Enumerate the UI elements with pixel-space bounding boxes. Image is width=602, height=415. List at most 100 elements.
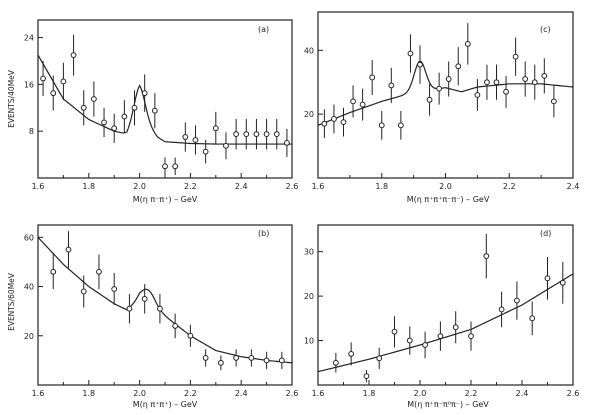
data-point	[452, 324, 459, 331]
data-point	[273, 131, 280, 138]
data-point	[141, 295, 148, 302]
data-point	[498, 306, 505, 313]
data-point	[455, 63, 462, 70]
panel-c-ticks: 1.6 1.8 2.0 2.2 2.4 20 40	[304, 46, 580, 191]
data-point	[50, 90, 57, 97]
data-point	[182, 134, 189, 140]
data-point	[426, 96, 433, 103]
data-point	[359, 101, 366, 108]
data-point	[80, 104, 87, 111]
data-point	[407, 50, 414, 57]
data-point	[544, 275, 551, 282]
data-point	[162, 163, 168, 170]
panel-b-ylabel: EVENTS/60MeV	[7, 272, 16, 331]
x-tick-label: 1.8	[82, 389, 95, 398]
data-point	[192, 137, 199, 143]
data-point	[223, 142, 229, 149]
data-point	[464, 41, 471, 47]
data-point	[202, 148, 209, 155]
data-point	[121, 113, 128, 120]
data-point	[484, 79, 490, 86]
x-tick-label: 2.2	[465, 389, 478, 398]
data-point	[70, 52, 77, 59]
y-tick-label: 20	[24, 332, 34, 341]
panel-a-xlabel: M(η π⁻π⁺) – GeV	[133, 195, 198, 204]
x-tick-label: 2.0	[439, 182, 452, 191]
data-point	[493, 79, 500, 86]
data-point	[233, 355, 240, 361]
panel-d-frame	[317, 224, 574, 386]
panel-b-ticks: 1.6 1.8 2.0 2.2 2.4 2.6 20 40 60	[24, 233, 299, 398]
x-tick-label: 1.6	[312, 389, 325, 398]
panel-d-ticks: 1.6 1.8 2.0 2.2 2.4 2.6 10 20 30	[304, 248, 580, 398]
y-tick-label: 40	[24, 283, 34, 292]
data-point	[187, 332, 194, 339]
x-tick-label: 2.0	[133, 389, 146, 398]
data-point	[391, 328, 398, 335]
data-point	[90, 96, 97, 102]
x-tick-label: 1.6	[32, 182, 45, 191]
data-point	[131, 104, 138, 111]
x-tick-label: 2.4	[235, 389, 248, 398]
panel-d: (d) M(η π⁺π⁻π⁰π⁻) – GeV 1.6 1.8 2.0 2.2 2.4 2…	[304, 224, 580, 409]
data-point	[111, 286, 118, 292]
y-tick-label: 60	[24, 233, 34, 242]
x-tick-label: 1.8	[363, 389, 376, 398]
panel-d-fit-curve	[317, 273, 574, 373]
data-point	[531, 79, 538, 86]
panel-c: (c) M(η π⁺π⁺π⁻π⁻) – GeV 1.6 1.8 2.0 2.2 2.4 2…	[304, 11, 580, 204]
x-tick-label: 2.2	[503, 182, 516, 191]
x-tick-label: 1.6	[312, 182, 325, 191]
data-point	[559, 279, 566, 286]
data-point	[263, 131, 270, 138]
y-tick-label: 8	[29, 127, 34, 136]
x-tick-label: 2.0	[133, 182, 146, 191]
x-tick-label: 1.8	[375, 182, 388, 191]
x-tick-label: 2.6	[286, 182, 299, 191]
panel-c-xlabel: M(η π⁺π⁺π⁻π⁻) – GeV	[407, 195, 490, 204]
data-point	[284, 139, 290, 146]
panel-a: (a) EVENTS/40MeV M(η π⁻π⁺) – GeV 1.6 1.8 2…	[7, 19, 299, 204]
panel-d-label: (d)	[540, 229, 551, 238]
data-point	[417, 61, 423, 68]
data-point	[65, 246, 72, 253]
data-point	[397, 122, 404, 129]
data-point	[503, 88, 509, 95]
data-point	[96, 268, 102, 275]
y-tick-label: 16	[24, 80, 34, 89]
y-tick-label: 24	[24, 34, 34, 43]
data-point	[376, 355, 383, 362]
data-point	[253, 131, 260, 138]
data-point	[248, 355, 255, 361]
y-tick-label: 20	[304, 292, 314, 301]
panel-b-fit-curve	[37, 236, 293, 364]
data-point	[474, 92, 481, 98]
y-tick-label: 40	[304, 46, 314, 55]
data-point	[468, 333, 474, 340]
panel-a-frame	[37, 19, 293, 179]
data-point	[348, 350, 355, 357]
x-tick-label: 2.6	[567, 389, 580, 398]
data-point	[157, 305, 163, 312]
panel-b: (b) EVENTS/60MeV M(η π⁺π⁺) – GeV 1.6 1.8 2…	[7, 224, 299, 409]
panel-a-points	[40, 34, 290, 176]
panel-a-fit-curve	[37, 54, 292, 145]
data-point	[141, 90, 148, 97]
data-point	[369, 74, 376, 81]
data-point	[40, 75, 46, 82]
data-point	[332, 359, 339, 366]
data-point	[126, 305, 133, 312]
x-tick-label: 2.0	[414, 389, 427, 398]
panel-c-points	[321, 23, 557, 140]
data-point	[437, 333, 444, 340]
x-tick-label: 2.4	[516, 389, 529, 398]
data-point	[483, 253, 490, 260]
data-point	[101, 119, 107, 126]
panel-b-points	[50, 231, 285, 371]
panel-a-ylabel: EVENTS/40MeV	[7, 69, 16, 128]
data-point	[243, 131, 250, 138]
x-tick-label: 2.4	[567, 182, 580, 191]
data-point	[550, 98, 557, 105]
panel-c-fit-curve	[317, 60, 574, 126]
